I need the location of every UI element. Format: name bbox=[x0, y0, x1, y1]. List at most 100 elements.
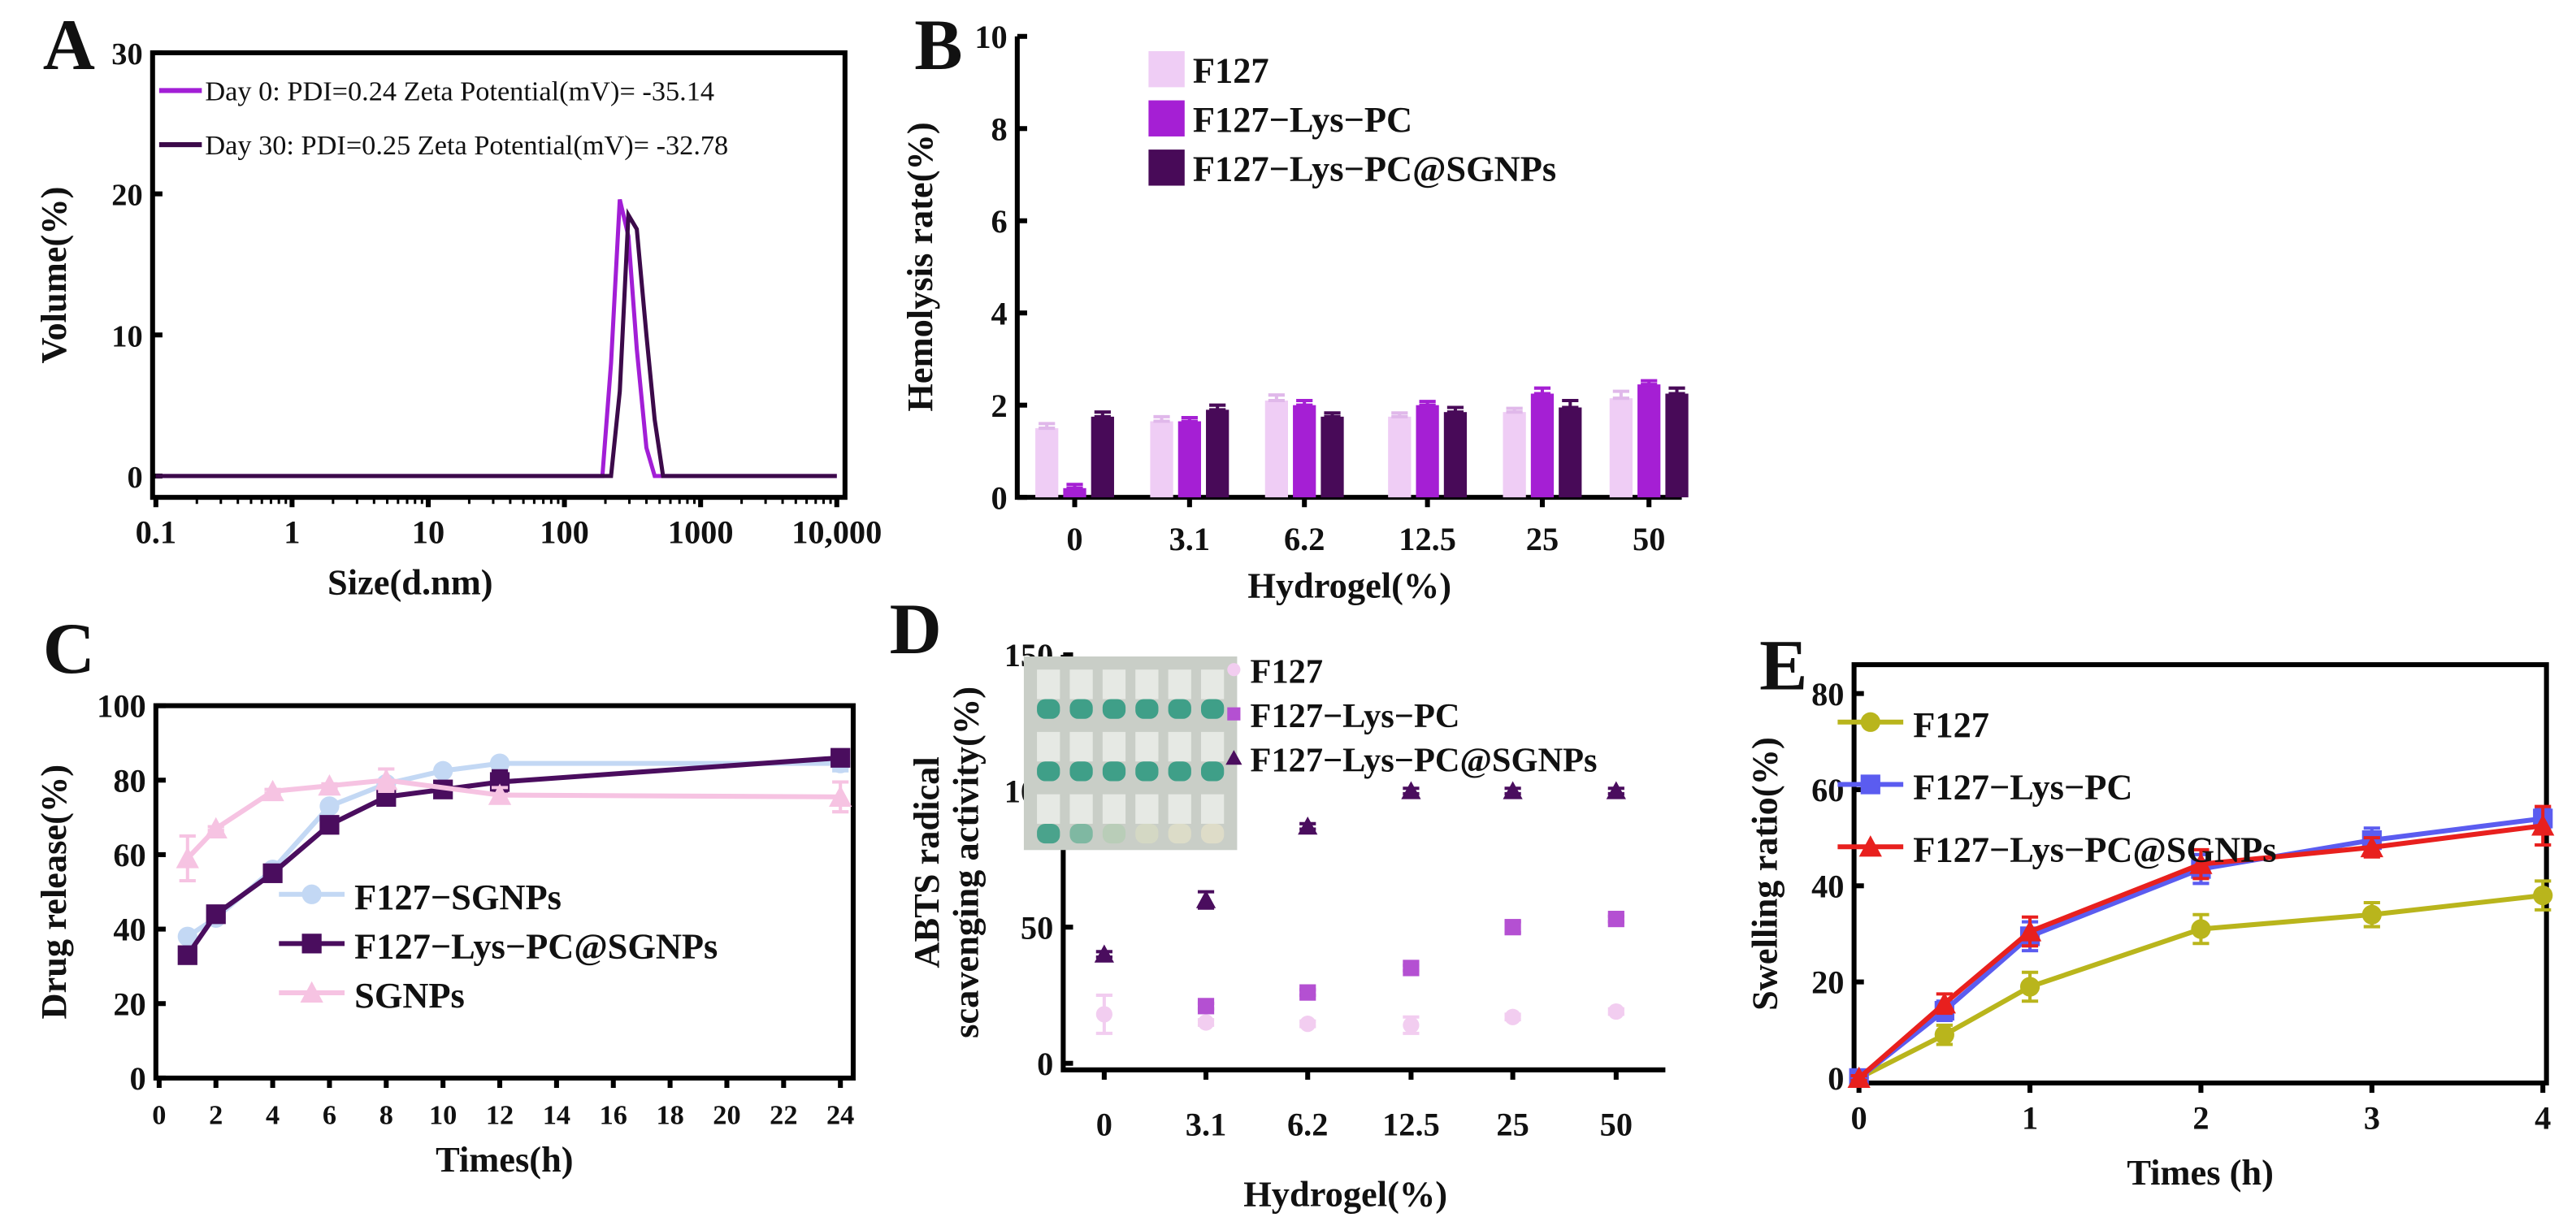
data-point bbox=[1504, 919, 1521, 936]
error-bar bbox=[1066, 483, 1083, 490]
y-tick-label: 6 bbox=[991, 203, 1008, 240]
x-tick-label: 0 bbox=[1066, 521, 1082, 557]
legend-label: F127−Lys−PC bbox=[1251, 697, 1460, 735]
x-tick-label: 1000 bbox=[668, 514, 734, 551]
panel-e: E 0 20 40 60 80 0 1 2 3 4 Times (h) Swelling ratio(%… bbox=[1745, 626, 2555, 1193]
data-point bbox=[319, 796, 340, 817]
legend-swatch bbox=[1148, 100, 1185, 136]
bar bbox=[1063, 487, 1086, 498]
series-line bbox=[1858, 893, 2543, 1081]
error-bar bbox=[1094, 410, 1111, 418]
legend-marker bbox=[300, 981, 323, 1003]
assay-tubes-photo bbox=[1023, 656, 1238, 851]
x-tick-label: 0 bbox=[152, 1099, 166, 1130]
bar bbox=[1443, 412, 1468, 498]
data-point bbox=[2018, 920, 2042, 942]
legend-label: F127 bbox=[1193, 50, 1269, 90]
tube bbox=[1168, 794, 1191, 824]
error-bar bbox=[1446, 405, 1464, 414]
bar bbox=[1206, 409, 1229, 498]
tube bbox=[1102, 731, 1126, 762]
x-tick-label: 2 bbox=[2192, 1100, 2209, 1137]
data-point bbox=[319, 815, 340, 835]
error-bar bbox=[1562, 398, 1579, 409]
x-tick-label: 4 bbox=[266, 1099, 280, 1130]
legend-marker bbox=[301, 934, 322, 954]
data-point bbox=[1298, 817, 1318, 835]
bar bbox=[1559, 407, 1582, 498]
tube bbox=[1069, 669, 1093, 700]
data-point bbox=[318, 773, 341, 796]
data-point bbox=[1934, 1025, 1954, 1045]
error-bar bbox=[1612, 389, 1629, 401]
plot-frame bbox=[150, 50, 848, 500]
x-tick-label: 0.1 bbox=[136, 514, 176, 551]
y-tick-label: 80 bbox=[113, 762, 145, 799]
error-bar bbox=[1419, 400, 1436, 407]
data-point bbox=[1403, 960, 1420, 977]
panel-letter: E bbox=[1759, 626, 1807, 705]
error-bar bbox=[1506, 406, 1523, 414]
data-point bbox=[489, 753, 510, 773]
tube-liquid bbox=[1200, 699, 1225, 719]
legend-marker bbox=[1225, 750, 1242, 765]
series-line bbox=[155, 208, 837, 479]
data-point bbox=[2531, 814, 2555, 836]
y-tick-label: 100 bbox=[97, 688, 146, 725]
panel-letter: B bbox=[914, 6, 962, 85]
x-tick-label: 10 bbox=[412, 514, 445, 551]
x-axis-label: Times(h) bbox=[436, 1139, 573, 1180]
panel-a: A 0 10 20 30 0.1 1 10 100 1000 10,000 Size(d.nm) Vol… bbox=[33, 6, 882, 602]
data-point bbox=[176, 847, 199, 869]
x-tick-label: 8 bbox=[379, 1099, 393, 1130]
bar bbox=[1388, 416, 1412, 498]
tube-liquid bbox=[1135, 699, 1159, 719]
error-bar bbox=[1209, 403, 1226, 412]
data-point bbox=[1607, 911, 1624, 928]
x-tick-label: 50 bbox=[1600, 1107, 1633, 1143]
legend-label: F127−Lys−PC@SGNPs bbox=[1913, 829, 2276, 869]
legend-marker bbox=[1858, 835, 1882, 857]
x-tick-label: 1 bbox=[2022, 1100, 2038, 1137]
tube-liquid bbox=[1200, 823, 1225, 844]
panel-letter: D bbox=[890, 590, 942, 669]
plot-frame bbox=[153, 703, 856, 1081]
data-point bbox=[1932, 992, 1956, 1014]
panel-b: B 0 2 4 6 8 10 0 3.1 6.2 12.5 25 50 Hydrogel(%) Hemoly… bbox=[900, 6, 1689, 605]
tube bbox=[1069, 794, 1093, 824]
bar bbox=[1264, 401, 1288, 498]
tube-liquid bbox=[1037, 699, 1060, 719]
tube bbox=[1069, 731, 1093, 762]
y-tick-label: 20 bbox=[1811, 964, 1844, 1001]
tube bbox=[1037, 794, 1060, 824]
data-point bbox=[206, 904, 226, 925]
y-tick-label: 0 bbox=[1037, 1046, 1053, 1082]
y-tick-label: 8 bbox=[991, 110, 1008, 147]
error-bar bbox=[1641, 379, 1658, 387]
x-tick-label: 20 bbox=[713, 1099, 740, 1130]
x-tick-label: 10,000 bbox=[791, 514, 882, 551]
panel-letter: C bbox=[43, 609, 95, 689]
data-point bbox=[375, 769, 398, 791]
series-line bbox=[1857, 823, 2543, 1081]
error-bar bbox=[1533, 386, 1551, 396]
y-tick-label: 4 bbox=[991, 295, 1008, 331]
tube bbox=[1135, 794, 1159, 824]
tube bbox=[1200, 731, 1225, 762]
error-bar bbox=[1268, 393, 1285, 403]
x-tick-label: 22 bbox=[770, 1099, 797, 1130]
bar bbox=[1177, 421, 1201, 498]
tube-liquid bbox=[1168, 699, 1191, 719]
x-tick-label: 6.2 bbox=[1284, 521, 1325, 557]
legend-label: F127 bbox=[1913, 704, 1989, 745]
series-line bbox=[185, 778, 841, 860]
x-axis-label: Hydrogel(%) bbox=[1247, 565, 1451, 605]
error-bar bbox=[1039, 422, 1056, 431]
data-point bbox=[1607, 1003, 1624, 1020]
legend-marker bbox=[1227, 707, 1241, 721]
x-tick-label: 18 bbox=[656, 1099, 683, 1130]
legend-label: Day 0: PDI=0.24 Zeta Potential(mV)= -35.… bbox=[205, 76, 714, 107]
x-axis-label: Times (h) bbox=[2127, 1152, 2274, 1193]
y-tick-label: 50 bbox=[1021, 909, 1053, 946]
